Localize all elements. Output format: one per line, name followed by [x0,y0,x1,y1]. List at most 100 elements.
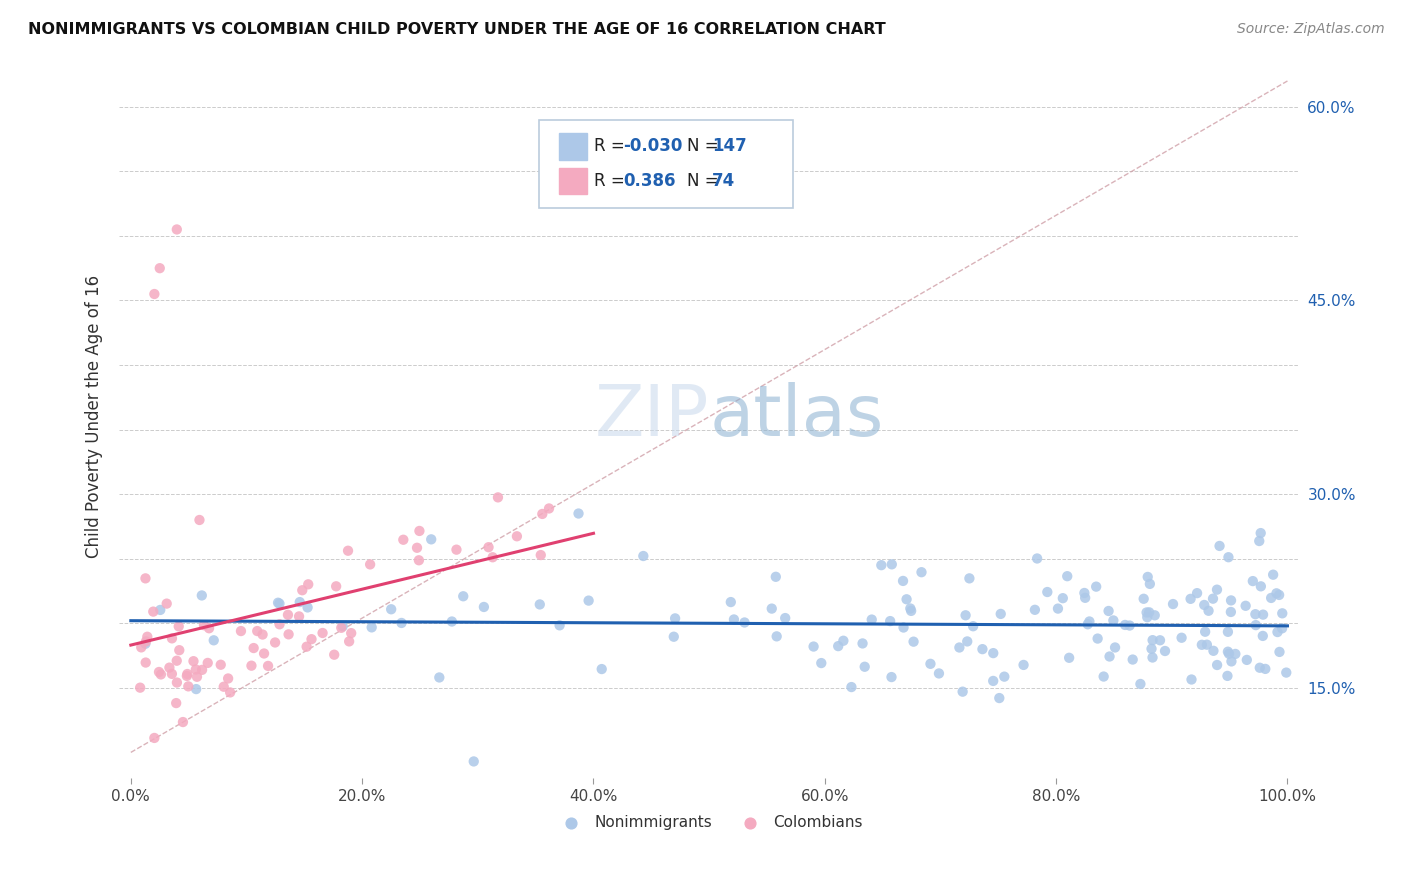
Point [202,633,225,648]
Text: atlas: atlas [709,382,883,451]
Point [148,665,170,679]
Point [773,611,796,625]
Point [1206,582,1229,597]
Point [1149,633,1171,648]
Point [142,605,165,619]
Point [956,634,979,648]
Point [169,643,191,657]
Point [323,648,346,662]
Point [1046,601,1069,615]
Point [191,663,214,677]
Point [291,583,314,598]
Point [149,667,172,681]
Point [198,621,221,635]
Point [720,595,742,609]
Point [1244,618,1267,632]
Point [1191,638,1213,652]
Point [340,626,363,640]
Point [1195,638,1218,652]
Point [392,533,415,547]
Point [880,558,903,572]
Point [135,634,157,648]
Point [1135,606,1157,620]
Point [723,612,745,626]
Point [166,675,188,690]
Point [252,627,274,641]
Point [548,618,571,632]
Point [134,571,156,585]
Point [1216,624,1239,639]
Point [1251,629,1274,643]
Point [981,673,1004,688]
Point [440,615,463,629]
Point [1236,653,1258,667]
Point [537,501,560,516]
Point [1216,645,1239,659]
Point [1137,605,1160,619]
Point [191,589,214,603]
Point [1260,591,1282,605]
Point [156,597,179,611]
Point [217,672,239,686]
Point [1218,647,1240,661]
Point [952,684,974,698]
Point [853,659,876,673]
Point [1249,534,1271,549]
Point [981,646,1004,660]
Point [1271,621,1294,635]
Point [176,669,198,683]
Point [1185,586,1208,600]
Point [567,507,589,521]
Point [993,670,1015,684]
Point [948,640,970,655]
Point [920,657,942,671]
Point [166,222,188,236]
Point [1087,632,1109,646]
Point [136,630,159,644]
Point [380,602,402,616]
Point [193,618,215,632]
Point [451,589,474,603]
Point [134,637,156,651]
Point [1251,607,1274,622]
Point [832,633,855,648]
Point [1132,591,1154,606]
Point [1180,591,1202,606]
Point [463,755,485,769]
Point [288,609,311,624]
Point [972,642,994,657]
Text: NONIMMIGRANTS VS COLOMBIAN CHILD POVERTY UNDER THE AGE OF 16 CORRELATION CHART: NONIMMIGRANTS VS COLOMBIAN CHILD POVERTY… [28,22,886,37]
Point [183,654,205,668]
Point [734,615,756,630]
Point [1254,662,1277,676]
Point [277,607,299,622]
Point [264,635,287,649]
Point [1202,644,1225,658]
Point [990,607,1012,621]
Legend: Nonimmigrants, Colombians: Nonimmigrants, Colombians [550,808,869,836]
Point [184,663,207,677]
Point [1036,585,1059,599]
Point [880,670,903,684]
Point [267,596,290,610]
Point [1194,624,1216,639]
Point [486,491,509,505]
Point [1129,677,1152,691]
Point [1208,539,1230,553]
Text: 147: 147 [711,137,747,155]
Point [1118,618,1140,632]
Point [898,601,921,615]
Point [827,639,849,653]
Point [803,640,825,654]
Point [240,658,263,673]
Point [269,617,291,632]
Point [860,613,883,627]
Text: N =: N = [688,172,724,190]
Point [928,666,950,681]
Point [955,608,977,623]
Point [1267,625,1289,640]
Point [1219,605,1241,619]
Point [1140,641,1163,656]
Point [810,656,832,670]
Point [662,630,685,644]
